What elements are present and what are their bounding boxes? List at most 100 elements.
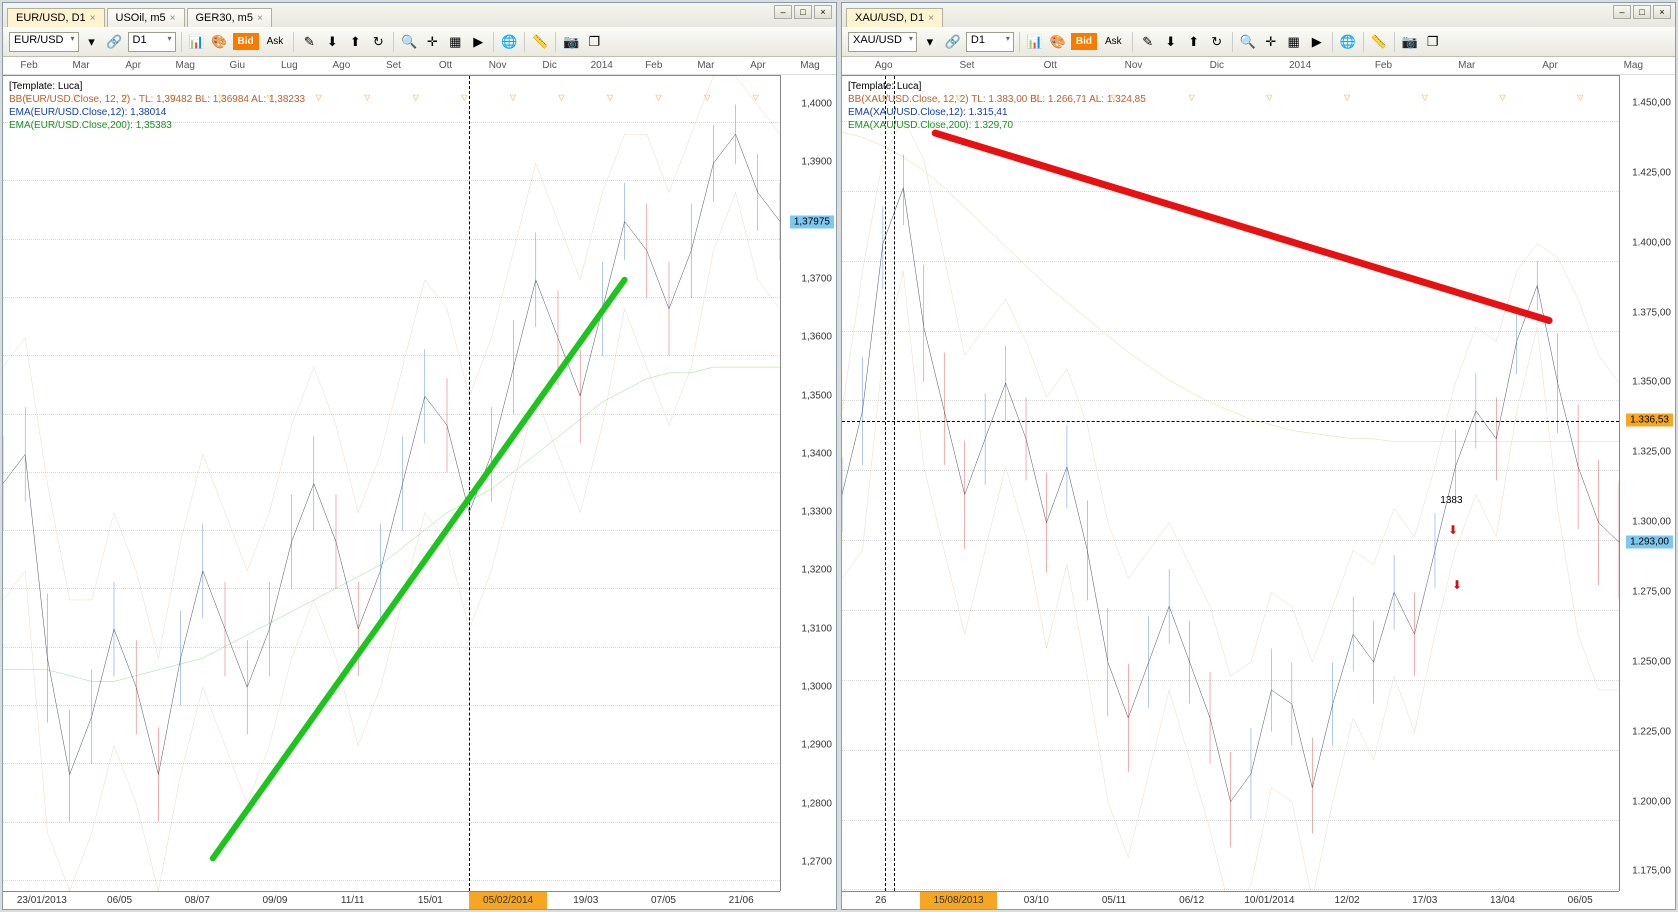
y-axis: 1.175,001.200,001.225,001.250,001.275,00… [1619,75,1675,891]
price-marker: 1.336,53 [1626,414,1673,427]
month-label: Nov [472,60,524,71]
y-tick-label: 1,2800 [801,798,832,809]
chart-type-icon[interactable]: 📊 [187,32,207,52]
symbol-dropdown-icon[interactable]: ▾ [920,32,940,52]
grid-icon[interactable]: ▦ [1284,32,1304,52]
link-icon[interactable]: 🔗 [105,32,125,52]
y-tick-label: 1.350,00 [1632,377,1671,388]
price-annotation: 1383 [1440,495,1462,506]
symbol-dropdown-icon[interactable]: ▾ [82,32,102,52]
month-label: Feb [628,60,680,71]
chart-style-icon[interactable]: 🎨 [210,32,230,52]
tab-close-icon[interactable]: × [90,13,96,24]
y-tick-label: 1,3200 [801,565,832,576]
tab-close-icon[interactable]: × [257,13,263,24]
x-tick-label: 26 [842,892,920,909]
ruler-icon[interactable]: 📏 [530,32,550,52]
close-button[interactable]: × [1653,5,1671,19]
chart-area[interactable]: ▽▽▽▽▽▽▽▽▽▽⬇⬇1383[Template: Luca]BB(XAU/U… [842,75,1675,909]
chart-tab[interactable]: USOil, m5× [107,8,185,27]
bid-button[interactable]: Bid [1071,33,1097,50]
globe-icon[interactable]: 🌐 [499,32,519,52]
x-tick-label: 19/03 [547,892,625,909]
indicator-up-icon[interactable]: ⬆ [345,32,365,52]
play-icon[interactable]: ▶ [1307,32,1327,52]
chart-legend: [Template: Luca]BB(EUR/USD.Close, 12, 2)… [9,80,305,132]
refresh-icon[interactable]: ↻ [1207,32,1227,52]
ruler-icon[interactable]: 📏 [1369,32,1389,52]
tab-label: GER30, m5 [196,12,253,24]
cascade-icon[interactable]: ❐ [1423,32,1443,52]
toolbar: EUR/USD▾🔗D1 📊🎨BidAsk ✎⬇⬆↻ 🔍✛▦▶ 🌐 📏 📷❐ [3,27,836,57]
indicator-down-icon[interactable]: ⬇ [1161,32,1181,52]
month-label: 2014 [576,60,628,71]
globe-icon[interactable]: 🌐 [1338,32,1358,52]
symbol-select[interactable]: EUR/USD [9,32,79,52]
play-icon[interactable]: ▶ [468,32,488,52]
chart-type-icon[interactable]: 📊 [1025,32,1045,52]
right-panel: XAU/USD, D1×–□×XAU/USD▾🔗D1📊🎨BidAsk✎⬇⬆↻🔍✛… [841,2,1676,910]
month-label: Mag [159,60,211,71]
month-label: Mar [1425,60,1508,71]
indicator-up-icon[interactable]: ⬆ [1184,32,1204,52]
ask-button[interactable]: Ask [1100,33,1127,50]
price-marker: 1.293,00 [1626,535,1673,548]
price-marker: 1,37975 [790,216,834,229]
snapshot-icon[interactable]: 📷 [1400,32,1420,52]
month-label: Set [925,60,1008,71]
legend-template: [Template: Luca] [848,80,1146,93]
timeframe-select[interactable]: D1 [128,32,176,52]
grid-icon[interactable]: ▦ [445,32,465,52]
x-tick-label: 12/02 [1308,892,1386,909]
x-tick-label: 10/01/2014 [1231,892,1309,909]
crosshair-vertical [469,76,470,891]
x-axis: 23/01/201306/0508/0709/0911/1115/0105/02… [3,891,780,909]
draw-pencil-icon[interactable]: ✎ [299,32,319,52]
close-button[interactable]: × [814,5,832,19]
indicator-down-icon[interactable]: ⬇ [322,32,342,52]
crosshair-vertical [885,76,886,891]
timeframe-select[interactable]: D1 [966,32,1014,52]
chart-area[interactable]: ▽▽▽▽▽▽▽▽▽▽▽▽▽▽▽▽[Template: Luca]BB(EUR/U… [3,75,836,909]
x-tick-label: 21/06 [702,892,780,909]
tab-label: EUR/USD, D1 [16,12,86,24]
crosshair-icon[interactable]: ✛ [422,32,442,52]
link-icon[interactable]: 🔗 [943,32,963,52]
bid-button[interactable]: Bid [233,33,259,50]
legend-ema200: EMA(EUR/USD.Close,200): 1,35383 [9,119,305,132]
chart-tab[interactable]: GER30, m5 × [187,8,272,27]
tab-close-icon[interactable]: × [928,13,934,24]
x-tick-label: 08/07 [158,892,236,909]
x-tick-label: 15/08/2013 [920,892,998,909]
maximize-button[interactable]: □ [794,5,812,19]
x-tick-label: 07/05 [625,892,703,909]
zoom-icon[interactable]: 🔍 [399,32,419,52]
tab-close-icon[interactable]: × [170,13,176,24]
ask-button[interactable]: Ask [262,33,289,50]
month-label: Feb [3,60,55,71]
left-panel: EUR/USD, D1×USOil, m5×GER30, m5×–□×EUR/U… [2,2,837,910]
symbol-select[interactable]: XAU/USD [848,32,917,52]
y-tick-label: 1.300,00 [1632,517,1671,528]
draw-pencil-icon[interactable]: ✎ [1138,32,1158,52]
chart-style-icon[interactable]: 🎨 [1048,32,1068,52]
refresh-icon[interactable]: ↻ [368,32,388,52]
y-tick-label: 1.200,00 [1632,796,1671,807]
snapshot-icon[interactable]: 📷 [561,32,581,52]
minimize-button[interactable]: – [774,5,792,19]
crosshair-icon[interactable]: ✛ [1261,32,1281,52]
chart-plot[interactable]: ⬇⬇1383[Template: Luca]BB(XAU/USD.Close, … [842,75,1619,891]
month-label: Set [367,60,419,71]
chart-tab[interactable]: EUR/USD, D1 × [7,8,105,27]
legend-bb: BB(EUR/USD.Close, 12, 2) - TL: 1,39482 B… [9,93,305,106]
chart-tab[interactable]: XAU/USD, D1× [846,8,943,27]
tabbar: EUR/USD, D1×USOil, m5×GER30, m5×–□× [3,3,836,27]
minimize-button[interactable]: – [1613,5,1631,19]
x-tick-label: 06/12 [1153,892,1231,909]
cascade-icon[interactable]: ❐ [584,32,604,52]
month-label: Giu [211,60,263,71]
legend-template: [Template: Luca] [9,80,305,93]
chart-plot[interactable]: [Template: Luca]BB(EUR/USD.Close, 12, 2)… [3,75,780,891]
maximize-button[interactable]: □ [1633,5,1651,19]
zoom-icon[interactable]: 🔍 [1238,32,1258,52]
